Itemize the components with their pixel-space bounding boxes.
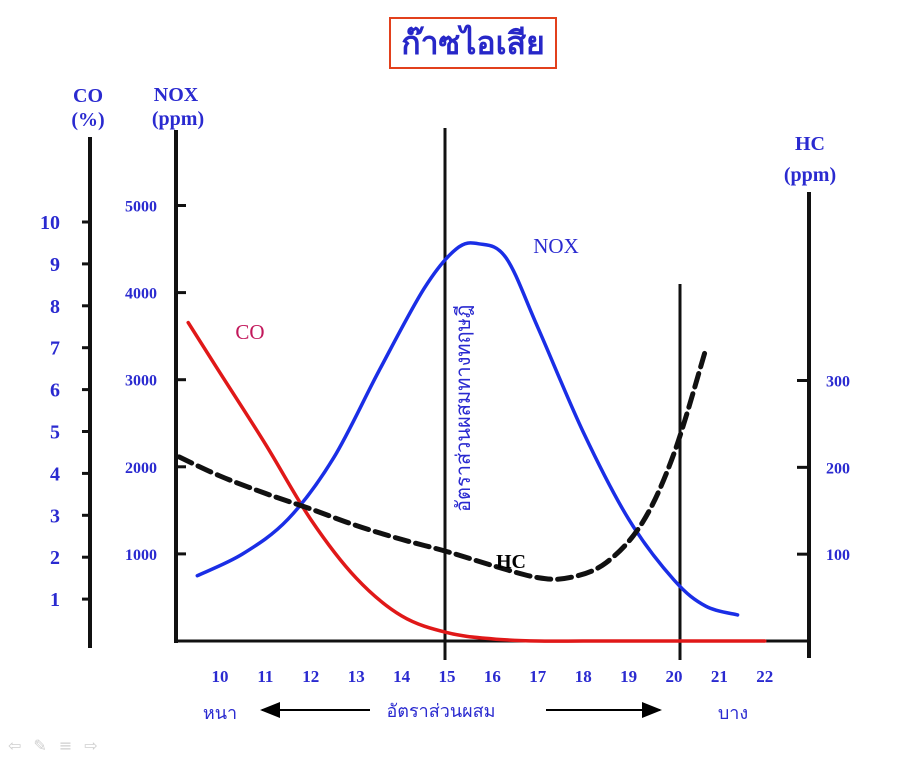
co-tick-label: 1	[50, 589, 60, 611]
hc-axis-unit: (ppm)	[784, 164, 836, 186]
hc-series-line	[176, 346, 709, 582]
hc-series-label: HC	[496, 551, 526, 573]
co-tick-label: 6	[50, 380, 60, 402]
nox-series-label: NOX	[533, 234, 579, 258]
x-tick-label: 13	[348, 667, 365, 686]
hc-axis-title: HC	[795, 133, 825, 155]
x-tick-label: 10	[212, 667, 229, 686]
hc-tick-label: 300	[826, 374, 850, 391]
co-axis-title: CO	[73, 85, 103, 107]
x-tick-label: 22	[756, 667, 773, 686]
co-tick-label: 3	[50, 505, 60, 527]
x-tick-label: 17	[529, 667, 547, 686]
co-axis-unit: (%)	[71, 109, 104, 131]
co-tick-label: 2	[50, 547, 60, 569]
co-tick-label: 10	[40, 212, 60, 234]
nox-series-line	[195, 241, 740, 617]
x-tick-label: 11	[257, 667, 273, 686]
nox-tick-label: 5000	[125, 199, 157, 216]
nox-tick-label: 1000	[125, 547, 157, 564]
hc-tick-label: 200	[826, 460, 850, 477]
nox-axis-unit: (ppm)	[152, 108, 204, 130]
slide-nav: ⇦ ✎ ≡ ⇨	[8, 736, 98, 755]
x-axis-title: อัตราส่วนผสม	[386, 701, 495, 721]
x-tick-label: 14	[393, 667, 411, 686]
lean-label: บาง	[718, 703, 748, 723]
nox-tick-label: 2000	[125, 460, 157, 477]
arrow-right-icon[interactable]: ⇨	[84, 736, 98, 755]
co-tick-label: 8	[50, 296, 60, 318]
hc-ticks: 100 200 300	[797, 374, 850, 564]
menu-icon[interactable]: ≡	[58, 736, 73, 755]
nox-axis-title: NOX	[154, 84, 199, 106]
chart-title-box: ก๊าซไอเสีย	[389, 17, 557, 69]
arrow-left-icon[interactable]: ⇦	[8, 736, 22, 755]
nox-ticks: 1000 2000 3000 4000 5000	[125, 199, 186, 564]
x-tick-label: 18	[575, 667, 592, 686]
x-tick-label: 15	[439, 667, 456, 686]
co-tick-label: 4	[50, 463, 60, 485]
nox-tick-label: 3000	[125, 373, 157, 390]
co-series-label: CO	[235, 320, 264, 344]
rich-label: หนา	[203, 703, 237, 723]
co-tick-label: 7	[50, 338, 60, 360]
chart-title: ก๊าซไอเสีย	[401, 23, 545, 62]
x-ticks: 10 11 12 13 14 15 16 17 18 19 20 21 22	[212, 667, 774, 686]
x-tick-label: 20	[666, 667, 683, 686]
x-tick-label: 19	[620, 667, 637, 686]
x-tick-label: 16	[484, 667, 501, 686]
pen-icon[interactable]: ✎	[33, 736, 47, 755]
nox-tick-label: 4000	[125, 286, 157, 303]
x-tick-label: 12	[302, 667, 319, 686]
stoich-label: อัตราส่วนผสมทางทฤษฎี	[453, 305, 475, 512]
co-series-line	[186, 320, 767, 643]
hc-tick-label: 100	[826, 547, 850, 564]
co-ticks: 1 2 3 4 5 6 7 8 9 10	[40, 212, 90, 611]
series-group	[176, 241, 767, 643]
co-tick-label: 5	[50, 422, 60, 444]
x-tick-label: 21	[711, 667, 728, 686]
co-tick-label: 9	[50, 254, 60, 276]
